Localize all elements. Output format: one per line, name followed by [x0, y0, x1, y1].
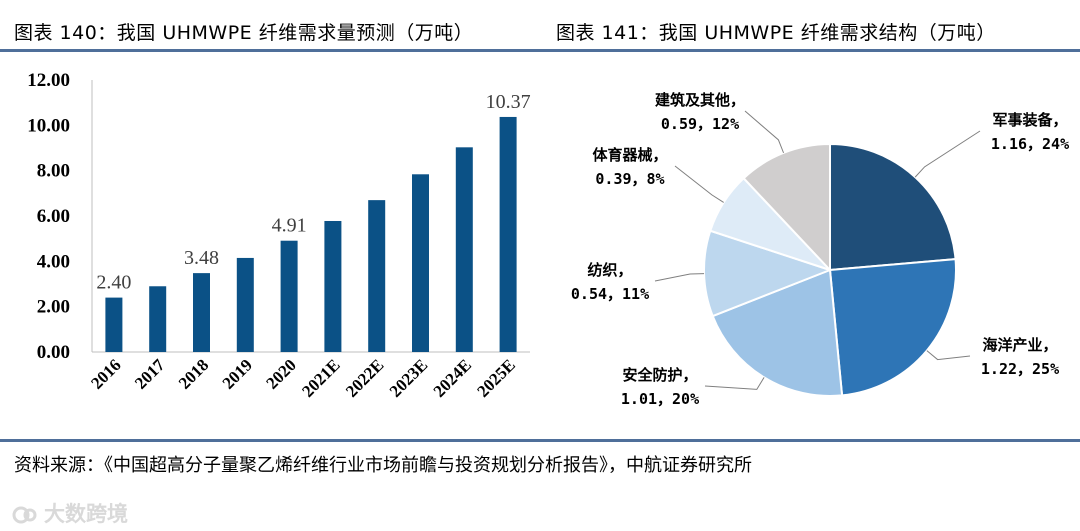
- pie-label: 建筑及其他， 0.59，12%: [655, 91, 745, 133]
- watermark-logo-icon: [12, 506, 37, 524]
- bar: [105, 297, 123, 352]
- data-label: 10.37: [486, 91, 531, 113]
- leader-line: [744, 110, 785, 154]
- watermark: 大数跨境: [12, 498, 128, 528]
- x-tick-label: 2019: [219, 355, 256, 392]
- y-tick-label: 8.00: [37, 161, 70, 182]
- x-tick-label: 2024E: [430, 355, 475, 400]
- y-tick-label: 4.00: [37, 251, 70, 272]
- x-tick-label: 2020: [262, 355, 299, 392]
- top-divider: [0, 49, 1080, 52]
- pie-label-name: 体育器械，: [592, 146, 667, 164]
- x-tick-label: 2018: [175, 355, 212, 392]
- x-tick-label: 2021E: [298, 355, 343, 400]
- bar: [193, 273, 210, 352]
- leader-line: [914, 130, 981, 178]
- bar: [368, 200, 386, 352]
- bar-chart: 0.00 2.00 4.00 6.00 8.00 10.00 12.00 2016 2.40 20…: [27, 70, 531, 401]
- bar: [324, 220, 342, 352]
- watermark-text: 大数跨境: [44, 502, 128, 526]
- pie-label-name: 建筑及其他，: [655, 91, 745, 109]
- x-tick-label: 2025E: [473, 355, 518, 400]
- data-label: 3.48: [184, 247, 219, 269]
- x-tick-label: 2017: [131, 355, 169, 393]
- bar-chart-title: 图表 140：我国 UHMWPE 纤维需求量预测（万吨）: [14, 22, 474, 44]
- pie-label-name: 海洋产业，: [982, 336, 1057, 354]
- pie-chart-title: 图表 141：我国 UHMWPE 纤维需求结构（万吨）: [556, 22, 996, 44]
- pie-label: 安全防护， 1.01，20%: [621, 366, 699, 408]
- y-tick-label: 2.00: [37, 297, 70, 318]
- pie-label: 纺织， 0.54，11%: [571, 261, 649, 303]
- bar: [280, 240, 298, 352]
- bar: [499, 116, 517, 352]
- leader-line: [704, 377, 765, 390]
- bar: [455, 147, 473, 352]
- data-label: 2.40: [96, 272, 131, 294]
- pie-label: 军事装备， 1.16，24%: [991, 111, 1069, 153]
- pie-label-name: 纺织，: [587, 261, 632, 279]
- source-note: 资料来源：《中国超高分子量聚乙烯纤维行业市场前瞻与投资规划分析报告》，中航证券研…: [14, 455, 752, 476]
- bar: [236, 257, 254, 352]
- y-tick-label: 10.00: [27, 115, 70, 136]
- pie-slice: [742, 142, 831, 273]
- bar: [412, 174, 429, 352]
- pie-slice: [829, 142, 957, 272]
- pie-label-name: 军事装备，: [992, 111, 1067, 129]
- y-tick-label: 12.00: [27, 70, 70, 91]
- pie-label: 海洋产业， 1.22，25%: [981, 336, 1059, 378]
- data-label: 4.91: [272, 215, 307, 237]
- bar: [149, 286, 167, 352]
- pie-label-value: 0.39，8%: [595, 170, 664, 188]
- pie-label-value: 1.22，25%: [981, 360, 1059, 378]
- pie-slice: [711, 268, 844, 397]
- x-tick-label: 2016: [87, 355, 124, 392]
- pie-slice: [828, 258, 957, 397]
- pie-label: 体育器械， 0.39，8%: [592, 146, 667, 188]
- bottom-divider: [0, 439, 1080, 442]
- pie-label-name: 安全防护，: [622, 366, 697, 384]
- pie-chart: 军事装备， 1.16，24% 海洋产业， 1.22，25% 安全防护， 1.01，20% 纺…: [571, 91, 1069, 408]
- leader-line: [674, 165, 724, 203]
- x-tick-label: 2022E: [342, 355, 387, 400]
- leader-line: [926, 350, 971, 361]
- pie-label-value: 1.01，20%: [621, 390, 699, 408]
- pie-label-value: 1.16，24%: [991, 135, 1069, 153]
- pie-label-value: 0.59，12%: [661, 115, 739, 133]
- x-tick-label: 2023E: [386, 355, 431, 400]
- leader-line: [654, 273, 705, 282]
- y-tick-label: 6.00: [37, 206, 70, 227]
- y-tick-label: 0.00: [37, 342, 70, 363]
- pie-label-value: 0.54，11%: [571, 285, 649, 303]
